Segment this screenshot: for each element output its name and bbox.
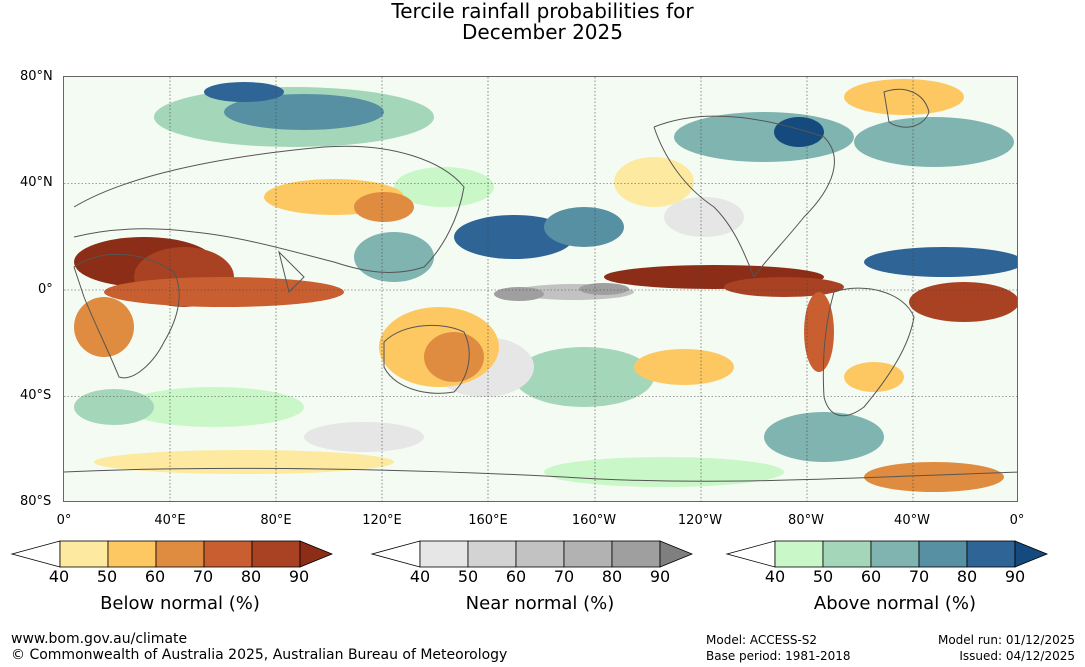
legend-near-tick: 50 xyxy=(457,567,479,586)
footer-model: Model: ACCESS-S2 xyxy=(706,633,818,647)
legend-swatch xyxy=(59,540,109,568)
legend-below-tick: 50 xyxy=(96,567,118,586)
legend-swatch xyxy=(467,540,517,568)
lon-label-80e: 80°E xyxy=(260,513,292,528)
legend-swatch xyxy=(966,540,1016,568)
legend-above-tick: 60 xyxy=(860,567,882,586)
legend-near-tick: 40 xyxy=(409,567,431,586)
legend-swatch xyxy=(10,540,61,568)
legend-swatch xyxy=(155,540,205,568)
lon-label-160w: 160°W xyxy=(571,513,617,528)
legend-below-tick: 60 xyxy=(144,567,166,586)
lon-label-0-east: 0° xyxy=(1009,513,1025,528)
legend-swatch xyxy=(299,540,334,568)
legend-above-title: Above normal (%) xyxy=(813,593,977,614)
lon-label-120e: 120°E xyxy=(362,513,402,528)
legend-above-tick: 50 xyxy=(812,567,834,586)
lat-label-80n: 80°N xyxy=(20,69,53,84)
legend-below-title: Below normal (%) xyxy=(100,593,260,614)
footer-model-run: Model run: 01/12/2025 xyxy=(937,633,1075,647)
legend-swatch xyxy=(659,540,694,568)
legend-below-tick: 90 xyxy=(288,567,310,586)
legend-swatch xyxy=(203,540,253,568)
chart-title-line2: December 2025 xyxy=(462,20,623,44)
legend-swatch xyxy=(419,540,469,568)
legend-swatch xyxy=(918,540,968,568)
legend-near-tick: 80 xyxy=(601,567,623,586)
lon-label-80w: 80°W xyxy=(788,513,824,528)
lon-label-0-west: 0° xyxy=(56,513,72,528)
footer-website: www.bom.gov.au/climate xyxy=(11,631,188,647)
legend-near-tick: 90 xyxy=(649,567,671,586)
lon-label-160e: 160°E xyxy=(468,513,508,528)
legend-above-normal-bar xyxy=(725,540,1049,568)
rainfall-probability-map xyxy=(63,76,1018,502)
lon-label-40e: 40°E xyxy=(154,513,186,528)
legend-above-tick: 80 xyxy=(956,567,978,586)
lat-label-80s: 80°S xyxy=(20,494,52,509)
lon-label-120w: 120°W xyxy=(677,513,723,528)
chart-title-line1: Tercile rainfall probabilities for xyxy=(391,0,694,23)
legend-above-tick: 70 xyxy=(908,567,930,586)
legend-swatch xyxy=(1014,540,1049,568)
lon-label-40w: 40°W xyxy=(894,513,930,528)
legend-swatch xyxy=(370,540,421,568)
legend-below-normal-bar xyxy=(10,540,334,568)
lat-label-40n: 40°N xyxy=(20,175,53,190)
legend-near-normal xyxy=(370,540,708,570)
legend-swatch xyxy=(611,540,661,568)
legend-below-tick: 80 xyxy=(240,567,262,586)
legend-swatch xyxy=(774,540,824,568)
legend-below-tick: 40 xyxy=(48,567,70,586)
footer-copyright: © Commonwealth of Australia 2025, Austra… xyxy=(11,647,508,663)
lat-label-0: 0° xyxy=(38,282,53,297)
legend-swatch xyxy=(515,540,565,568)
legend-near-title: Near normal (%) xyxy=(465,593,615,614)
map-svg xyxy=(64,77,1017,501)
legend-swatch xyxy=(251,540,301,568)
legend-swatch xyxy=(725,540,776,568)
lat-label-40s: 40°S xyxy=(20,388,52,403)
footer-issued: Issued: 04/12/2025 xyxy=(959,649,1075,663)
legend-swatch xyxy=(822,540,872,568)
above-normal-regions xyxy=(74,82,1017,487)
legend-near-tick: 70 xyxy=(553,567,575,586)
legend-above-normal xyxy=(725,540,1063,570)
below-normal-regions xyxy=(74,79,1017,492)
legend-swatch xyxy=(870,540,920,568)
legend-above-tick: 40 xyxy=(764,567,786,586)
legend-near-normal-bar xyxy=(370,540,694,568)
legend-below-tick: 70 xyxy=(192,567,214,586)
graticule xyxy=(64,77,1017,501)
legend-swatch xyxy=(107,540,157,568)
legend-near-tick: 60 xyxy=(505,567,527,586)
legend-above-tick: 90 xyxy=(1004,567,1026,586)
footer-base-period: Base period: 1981-2018 xyxy=(706,649,851,663)
legend-swatch xyxy=(563,540,613,568)
legend-below-normal xyxy=(10,540,348,570)
coastlines xyxy=(64,88,1017,482)
